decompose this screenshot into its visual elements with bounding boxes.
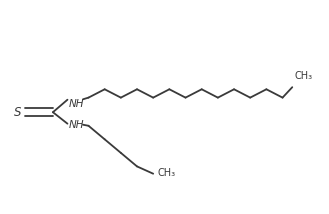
Text: NH: NH (69, 99, 85, 109)
Text: NH: NH (69, 120, 85, 130)
Text: S: S (14, 106, 22, 119)
Text: CH₃: CH₃ (157, 168, 175, 178)
Text: CH₃: CH₃ (295, 71, 313, 81)
